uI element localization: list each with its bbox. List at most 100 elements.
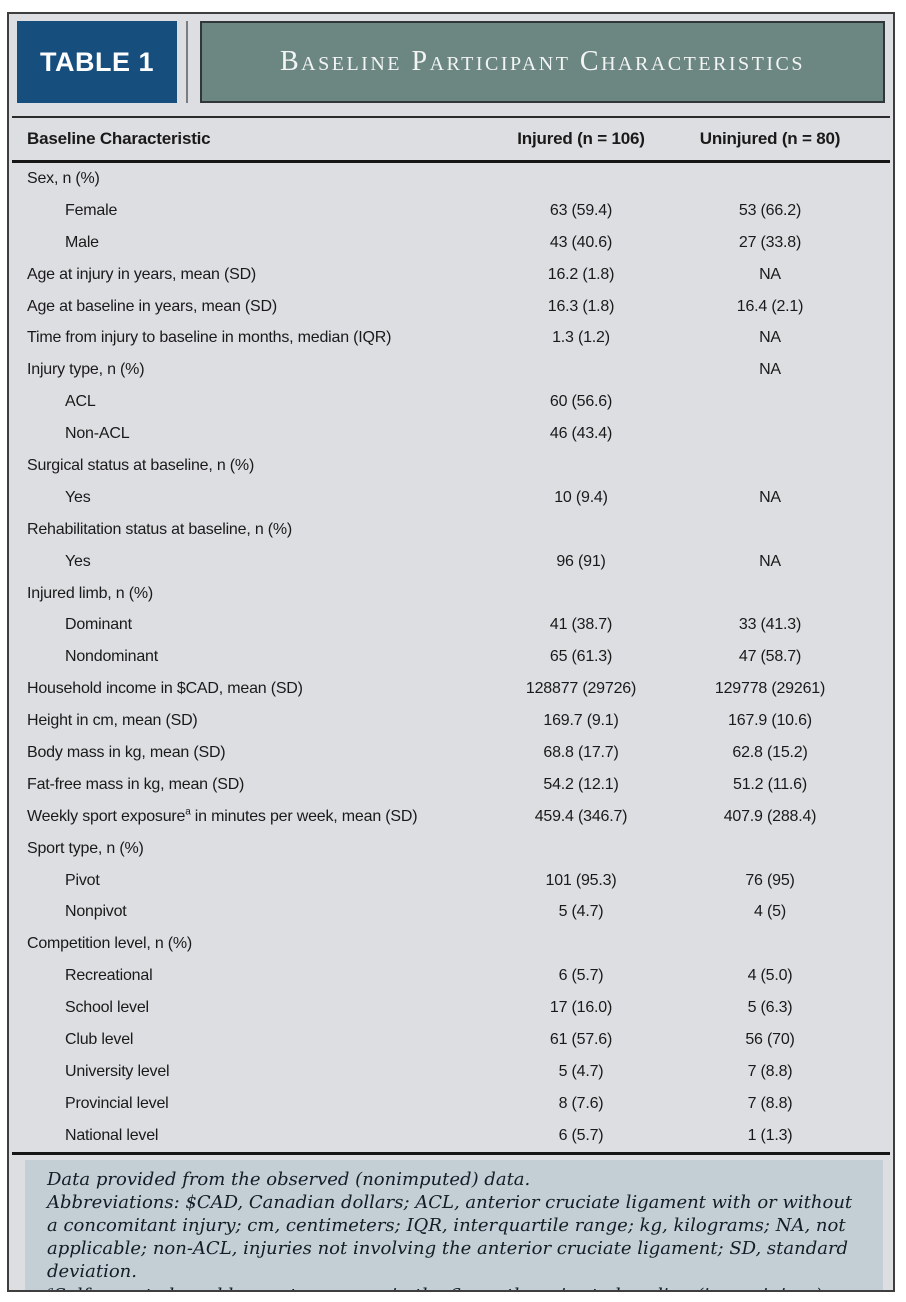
- uninjured-value: 5 (6.3): [747, 999, 793, 1017]
- injured-value: 68.8 (17.7): [543, 743, 619, 761]
- table-row: Yes 10 (9.4) NA: [9, 482, 893, 514]
- row-label: Fat-free mass in kg, mean (SD): [27, 775, 245, 793]
- uninjured-value: 129778 (29261): [714, 680, 826, 698]
- row-label: Provincial level: [65, 1094, 169, 1112]
- table-number-badge: TABLE 1: [17, 21, 177, 103]
- uninjured-value: NA: [759, 488, 781, 506]
- table-row: Injury type, n (%) NA: [9, 354, 893, 386]
- table-bottom-rule: [12, 1151, 890, 1155]
- table-row: Rehabilitation status at baseline, n (%): [9, 514, 893, 546]
- uninjured-value: 167.9 (10.6): [728, 712, 812, 730]
- injured-value: 459.4 (346.7): [534, 807, 628, 825]
- injured-value: 169.7 (9.1): [543, 712, 619, 730]
- injured-value: 1.3 (1.2): [552, 329, 610, 347]
- injured-value: 6 (5.7): [558, 1126, 604, 1144]
- table-row: Sport type, n (%): [9, 833, 893, 865]
- uninjured-value: NA: [759, 552, 781, 570]
- row-label: Dominant: [65, 616, 132, 634]
- uninjured-value: NA: [759, 329, 781, 347]
- injured-value: 96 (91): [556, 552, 606, 570]
- top-rule: [12, 116, 890, 118]
- footnote-line: Abbreviations: $CAD, Canadian dollars; A…: [47, 1191, 853, 1283]
- row-label: Injury type, n (%): [27, 361, 145, 379]
- table-row: Male 43 (40.6) 27 (33.8): [9, 227, 893, 259]
- footnote-line: aSelf-reported weekly sport exposure in …: [47, 1283, 828, 1292]
- table-row: Weekly sport exposurea in minutes per we…: [9, 801, 893, 833]
- row-label: Yes: [65, 488, 91, 506]
- uninjured-value: 51.2 (11.6): [733, 775, 807, 793]
- uninjured-value: 16.4 (2.1): [736, 297, 804, 315]
- injured-value: 5 (4.7): [558, 903, 604, 921]
- row-label: Weekly sport exposurea in minutes per we…: [27, 806, 418, 825]
- row-label: Recreational: [65, 967, 153, 985]
- row-label: Time from injury to baseline in months, …: [27, 329, 392, 347]
- row-label: ACL: [65, 393, 96, 411]
- injured-value: 60 (56.6): [549, 393, 613, 411]
- table-row: Fat-free mass in kg, mean (SD) 54.2 (12.1…: [9, 769, 893, 801]
- column-header-characteristic: Baseline Characteristic: [27, 129, 211, 148]
- injured-value: 46 (43.4): [549, 425, 613, 443]
- injured-value: 41 (38.7): [549, 616, 613, 634]
- injured-value: 16.2 (1.8): [547, 265, 615, 283]
- table-row: Household income in $CAD, mean (SD) 12887…: [9, 673, 893, 705]
- table-row: National level 6 (5.7) 1 (1.3): [9, 1120, 893, 1152]
- row-label: Nonpivot: [65, 903, 127, 921]
- injured-value: 16.3 (1.8): [547, 297, 615, 315]
- table-row: Nondominant 65 (61.3) 47 (58.7): [9, 641, 893, 673]
- table-row: Age at baseline in years, mean (SD) 16.3 …: [9, 291, 893, 323]
- uninjured-value: 62.8 (15.2): [732, 743, 808, 761]
- figure-header: TABLE 1 Baseline Participant Characteris…: [17, 21, 885, 103]
- uninjured-value: NA: [759, 361, 781, 379]
- table-row: Surgical status at baseline, n (%): [9, 450, 893, 482]
- table-row: Nonpivot 5 (4.7) 4 (5): [9, 896, 893, 928]
- footnote-line: Data provided from the observed (nonimpu…: [47, 1168, 531, 1190]
- table-row: Non-ACL 46 (43.4): [9, 418, 893, 450]
- table-row: School level 17 (16.0) 5 (6.3): [9, 992, 893, 1024]
- table-row: Pivot 101 (95.3) 76 (95): [9, 865, 893, 897]
- row-label: University level: [65, 1062, 170, 1080]
- table-figure-frame: TABLE 1 Baseline Participant Characteris…: [7, 12, 895, 1292]
- injured-value: 10 (9.4): [554, 488, 608, 506]
- uninjured-value: NA: [759, 265, 781, 283]
- row-label: Age at baseline in years, mean (SD): [27, 297, 278, 315]
- uninjured-value: 4 (5.0): [747, 967, 793, 985]
- table-row: Injured limb, n (%): [9, 578, 893, 610]
- row-label: Yes: [65, 552, 91, 570]
- row-label: Female: [65, 201, 118, 219]
- table-row: Dominant 41 (38.7) 33 (41.3): [9, 609, 893, 641]
- injured-value: 8 (7.6): [558, 1094, 604, 1112]
- injured-value: 43 (40.6): [549, 233, 613, 251]
- injured-value: 5 (4.7): [558, 1062, 604, 1080]
- table-row: Yes 96 (91) NA: [9, 546, 893, 578]
- uninjured-value: 7 (8.8): [747, 1062, 793, 1080]
- table-row: ACL 60 (56.6): [9, 386, 893, 418]
- uninjured-value: 27 (33.8): [738, 233, 802, 251]
- row-label: Nondominant: [65, 648, 158, 666]
- row-label: Sport type, n (%): [27, 839, 144, 857]
- table-row: Competition level, n (%): [9, 928, 893, 960]
- row-label: Age at injury in years, mean (SD): [27, 265, 257, 283]
- uninjured-value: 53 (66.2): [738, 201, 802, 219]
- uninjured-value: 7 (8.8): [747, 1094, 793, 1112]
- uninjured-value: 47 (58.7): [738, 648, 802, 666]
- column-header-uninjured: Uninjured (n = 80): [699, 129, 841, 148]
- table-title: Baseline Participant Characteristics: [200, 21, 885, 103]
- injured-value: 6 (5.7): [558, 967, 604, 985]
- table-row: Height in cm, mean (SD) 169.7 (9.1) 167.9 …: [9, 705, 893, 737]
- table-row: Recreational 6 (5.7) 4 (5.0): [9, 960, 893, 992]
- row-label: Injured limb, n (%): [27, 584, 154, 602]
- row-label: Non-ACL: [65, 425, 130, 443]
- column-header-row: Baseline Characteristic Injured (n = 106…: [9, 118, 893, 160]
- table-row: Provincial level 8 (7.6) 7 (8.8): [9, 1088, 893, 1120]
- row-label: Household income in $CAD, mean (SD): [27, 680, 303, 698]
- row-label: Sex, n (%): [27, 169, 100, 187]
- uninjured-value: 407.9 (288.4): [723, 807, 817, 825]
- table-row: Age at injury in years, mean (SD) 16.2 (1…: [9, 259, 893, 291]
- row-label: Rehabilitation status at baseline, n (%): [27, 520, 293, 538]
- injured-value: 63 (59.4): [549, 201, 613, 219]
- header-divider: [186, 21, 188, 103]
- table-row: Sex, n (%): [9, 163, 893, 195]
- row-label: Pivot: [65, 871, 100, 889]
- table-row: Club level 61 (57.6) 56 (70): [9, 1024, 893, 1056]
- row-label: Club level: [65, 1030, 134, 1048]
